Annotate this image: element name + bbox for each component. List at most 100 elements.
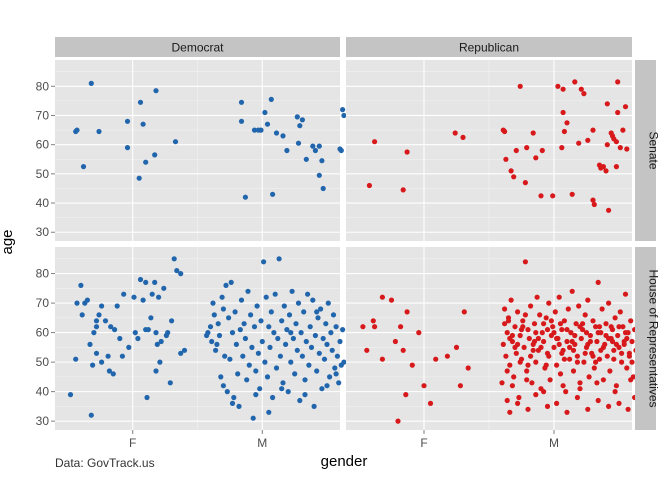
data-point bbox=[628, 377, 634, 383]
data-point bbox=[222, 353, 228, 359]
data-point bbox=[568, 330, 574, 336]
data-point bbox=[574, 353, 581, 359]
caption: Data: GovTrack.us bbox=[55, 456, 155, 470]
y-axis-title: age bbox=[0, 229, 16, 254]
data-point bbox=[275, 335, 281, 342]
data-point bbox=[595, 397, 601, 404]
data-point bbox=[267, 344, 273, 350]
data-point bbox=[622, 330, 629, 336]
data-point bbox=[585, 297, 591, 303]
data-point bbox=[299, 117, 305, 123]
data-point bbox=[140, 297, 146, 303]
data-point bbox=[612, 389, 618, 395]
data-point bbox=[585, 406, 591, 412]
data-point bbox=[546, 300, 552, 306]
data-point bbox=[395, 418, 401, 424]
data-point bbox=[603, 332, 609, 339]
panel-democrat-house-of-representatives bbox=[55, 247, 347, 430]
data-point bbox=[460, 134, 466, 140]
data-point bbox=[268, 96, 274, 102]
data-point bbox=[612, 315, 618, 321]
data-point bbox=[235, 371, 241, 377]
data-point bbox=[360, 324, 366, 330]
data-point bbox=[320, 335, 326, 342]
data-point bbox=[253, 368, 259, 374]
data-point bbox=[522, 312, 529, 318]
data-point bbox=[161, 285, 167, 291]
data-point bbox=[560, 109, 566, 116]
data-point bbox=[258, 318, 264, 324]
data-point bbox=[525, 406, 531, 412]
data-point bbox=[531, 338, 538, 345]
data-point bbox=[596, 324, 603, 330]
data-point bbox=[210, 300, 216, 306]
data-point bbox=[145, 327, 151, 333]
data-point bbox=[137, 99, 144, 105]
data-point bbox=[570, 347, 577, 353]
data-point bbox=[587, 338, 594, 345]
data-point bbox=[266, 409, 272, 415]
data-point bbox=[611, 347, 617, 353]
data-point bbox=[167, 380, 173, 386]
data-point bbox=[404, 149, 410, 155]
strip-label: Republican bbox=[459, 41, 519, 55]
data-point bbox=[228, 279, 234, 285]
data-point bbox=[400, 347, 406, 353]
data-point bbox=[312, 332, 318, 339]
data-point bbox=[288, 330, 294, 336]
data-point bbox=[171, 256, 177, 262]
data-point bbox=[609, 133, 616, 139]
data-point bbox=[590, 127, 596, 133]
data-point bbox=[502, 306, 508, 312]
data-point bbox=[598, 347, 604, 353]
data-point bbox=[307, 324, 313, 330]
panels-layer bbox=[55, 60, 639, 430]
data-point bbox=[312, 147, 318, 154]
data-point bbox=[254, 303, 260, 309]
data-point bbox=[119, 353, 125, 359]
data-point bbox=[538, 344, 544, 350]
data-point bbox=[606, 403, 612, 409]
data-point bbox=[372, 324, 378, 330]
data-point bbox=[608, 324, 614, 330]
strip-label: Democrat bbox=[171, 41, 224, 55]
data-point bbox=[421, 383, 427, 389]
data-point bbox=[224, 389, 230, 395]
data-point bbox=[582, 350, 588, 356]
data-point bbox=[158, 338, 164, 345]
data-point bbox=[270, 394, 276, 401]
data-point bbox=[294, 347, 300, 353]
data-point bbox=[565, 306, 571, 312]
data-point bbox=[503, 156, 509, 162]
data-point bbox=[629, 338, 635, 345]
y-tick-label: 80 bbox=[36, 267, 50, 281]
data-point bbox=[297, 397, 303, 404]
data-point bbox=[318, 306, 324, 312]
data-point bbox=[308, 344, 315, 350]
data-point bbox=[117, 335, 123, 342]
data-point bbox=[126, 344, 132, 350]
data-point bbox=[543, 362, 549, 368]
data-point bbox=[263, 294, 269, 300]
data-point bbox=[96, 312, 102, 318]
data-point bbox=[321, 356, 328, 362]
data-point bbox=[457, 383, 463, 389]
data-point bbox=[551, 344, 557, 350]
data-point bbox=[303, 156, 309, 162]
data-point bbox=[572, 79, 578, 85]
data-point bbox=[550, 193, 556, 199]
data-point bbox=[400, 187, 406, 193]
data-point bbox=[587, 332, 594, 339]
data-point bbox=[248, 312, 254, 318]
data-point bbox=[242, 194, 248, 200]
data-point bbox=[517, 332, 523, 339]
data-point bbox=[328, 330, 334, 336]
data-point bbox=[530, 347, 536, 353]
data-point bbox=[220, 306, 226, 312]
data-point bbox=[461, 309, 467, 315]
data-point bbox=[613, 164, 620, 170]
data-point bbox=[91, 330, 97, 336]
data-point bbox=[341, 112, 347, 119]
data-point bbox=[121, 291, 127, 297]
data-point bbox=[624, 335, 630, 342]
